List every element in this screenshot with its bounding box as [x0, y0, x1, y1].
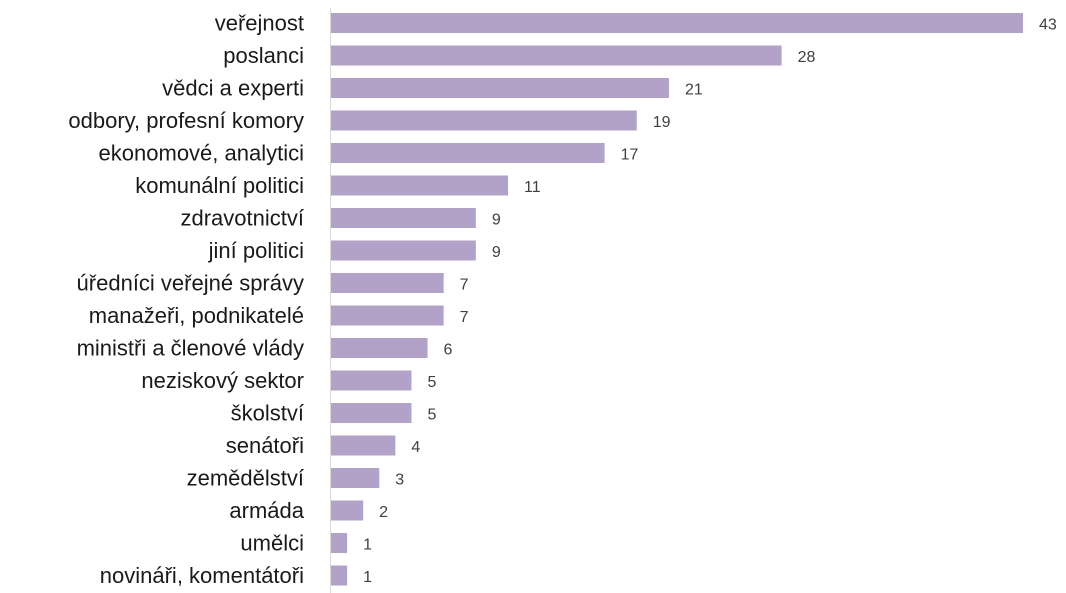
- bar-poslanci: [331, 45, 782, 66]
- value-label-zdravotnictvi: 9: [492, 212, 501, 229]
- value-label-urednici-verejne-spravy: 7: [460, 277, 469, 294]
- bar-neziskovy-sektor: [331, 370, 412, 391]
- value-label-ministri-a-clenove-vlady: 6: [444, 342, 453, 359]
- bar-zdravotnictvi: [331, 208, 476, 228]
- category-label-urednici-verejne-spravy: úředníci veřejné správy: [77, 271, 304, 296]
- category-label-skolstvi: školství: [231, 401, 304, 426]
- value-label-vedci-a-experti: 21: [685, 82, 703, 99]
- category-label-ekonomove-analytici: ekonomové, analytici: [99, 141, 304, 166]
- category-label-neziskovy-sektor: neziskový sektor: [141, 368, 304, 393]
- category-label-komunalni-politici: komunální politici: [135, 173, 304, 198]
- category-label-senatori: senátoři: [226, 433, 304, 458]
- category-label-umelci: umělci: [240, 531, 304, 556]
- category-label-zemedelstvi: zemědělství: [187, 466, 304, 491]
- category-label-novinari-komentatori: novináři, komentátoři: [100, 563, 304, 588]
- bar-manazeri-podnikatele: [331, 305, 444, 326]
- bar-ministri-a-clenove-vlady: [331, 338, 428, 358]
- category-label-manazeri-podnikatele: manažeři, podnikatelé: [89, 303, 304, 328]
- bar-skolstvi: [331, 403, 412, 423]
- value-label-zemedelstvi: 3: [395, 472, 404, 489]
- value-label-manazeri-podnikatele: 7: [460, 309, 469, 326]
- category-label-zdravotnictvi: zdravotnictví: [181, 206, 305, 231]
- bar-vedci-a-experti: [331, 78, 669, 98]
- value-label-senatori: 4: [411, 439, 420, 456]
- bar-umelci: [331, 533, 348, 553]
- category-label-verejnost: veřejnost: [215, 11, 304, 36]
- category-label-vedci-a-experti: vědci a experti: [162, 76, 304, 101]
- value-label-skolstvi: 5: [427, 407, 436, 424]
- value-label-ekonomove-analytici: 17: [621, 147, 639, 164]
- value-label-jini-politici: 9: [492, 244, 501, 261]
- value-label-komunalni-politici: 11: [524, 179, 541, 196]
- bars-group: [331, 13, 1023, 586]
- category-label-ministri-a-clenove-vlady: ministři a členové vlády: [77, 336, 304, 361]
- bar-odbory-profesni-komory: [331, 110, 637, 131]
- bar-urednici-verejne-spravy: [331, 273, 444, 293]
- bar-senatori: [331, 435, 396, 456]
- value-label-odbory-profesni-komory: 19: [653, 114, 671, 131]
- bar-zemedelstvi: [331, 468, 380, 488]
- bar-ekonomove-analytici: [331, 143, 605, 163]
- bar-verejnost: [331, 13, 1023, 33]
- category-label-poslanci: poslanci: [223, 43, 304, 68]
- value-label-neziskovy-sektor: 5: [427, 374, 436, 391]
- category-labels-group: veřejnost poslanci vědci a experti odbory, …: [68, 11, 304, 589]
- value-label-poslanci: 28: [798, 49, 816, 66]
- value-label-umelci: 1: [363, 537, 372, 554]
- bar-armada: [331, 500, 364, 521]
- bar-novinari-komentatori: [331, 565, 348, 586]
- bar-jini-politici: [331, 240, 476, 261]
- value-label-verejnost: 43: [1039, 17, 1057, 34]
- bar-komunalni-politici: [331, 175, 509, 196]
- category-label-odbory-profesni-komory: odbory, profesní komory: [68, 108, 304, 133]
- value-label-armada: 2: [379, 504, 388, 521]
- value-label-novinari-komentatori: 1: [363, 569, 372, 586]
- category-label-armada: armáda: [229, 498, 304, 523]
- category-label-jini-politici: jiní politici: [208, 238, 304, 263]
